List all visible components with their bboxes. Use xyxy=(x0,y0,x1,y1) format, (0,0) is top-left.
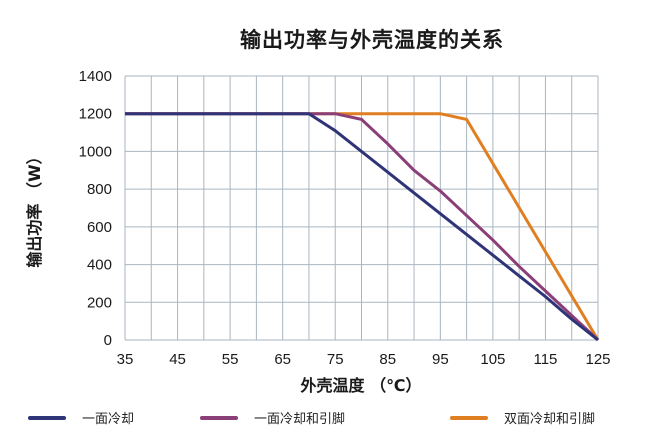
x-axis-label: 外壳温度 （℃） xyxy=(300,376,422,395)
series-line xyxy=(125,112,600,342)
y-tick-label: 800 xyxy=(87,181,112,198)
y-tick-label: 1400 xyxy=(79,68,112,85)
y-tick-label: 600 xyxy=(87,219,112,236)
x-tick-label: 85 xyxy=(379,351,396,368)
x-tick-label: 95 xyxy=(432,351,449,368)
y-tick-label: 1000 xyxy=(79,143,112,160)
x-tick-label: 105 xyxy=(480,351,505,368)
y-axis-ticks: 0 200 400 600 800 1000 1200 1400 xyxy=(79,68,112,349)
chart-title: 输出功率与外壳温度的关系 xyxy=(240,28,504,52)
legend-swatch xyxy=(450,415,488,420)
y-tick-label: 1200 xyxy=(79,106,112,123)
y-tick-label: 200 xyxy=(87,294,112,311)
x-tick-label: 65 xyxy=(274,351,291,368)
x-tick-label: 45 xyxy=(169,351,186,368)
y-tick-label: 400 xyxy=(87,257,112,274)
series-line xyxy=(125,112,599,342)
legend-item-double-side-cooling-and-pins: 双面冷却和引脚 xyxy=(450,408,595,427)
x-axis-ticks: 35 45 55 65 75 85 95 105 115 125 xyxy=(117,351,611,368)
legend-swatch xyxy=(200,415,238,420)
legend-label: 一面冷却和引脚 xyxy=(254,412,346,427)
legend: 一面冷却 一面冷却和引脚 双面冷却和引脚 xyxy=(0,408,664,432)
x-tick-label: 55 xyxy=(222,351,239,368)
legend-swatch xyxy=(28,415,66,420)
y-tick-label: 0 xyxy=(104,332,112,349)
x-tick-label: 35 xyxy=(117,351,134,368)
grid xyxy=(124,75,599,341)
legend-item-single-side-cooling: 一面冷却 xyxy=(28,408,134,427)
legend-label: 双面冷却和引脚 xyxy=(504,412,596,427)
y-axis-label: 输出功率 （W） xyxy=(25,148,44,267)
legend-item-single-side-cooling-and-pins: 一面冷却和引脚 xyxy=(200,408,345,427)
x-tick-label: 75 xyxy=(327,351,344,368)
series-lines xyxy=(125,112,600,342)
legend-label: 一面冷却 xyxy=(82,412,135,427)
x-tick-label: 115 xyxy=(533,351,557,368)
x-tick-label: 125 xyxy=(585,351,610,368)
